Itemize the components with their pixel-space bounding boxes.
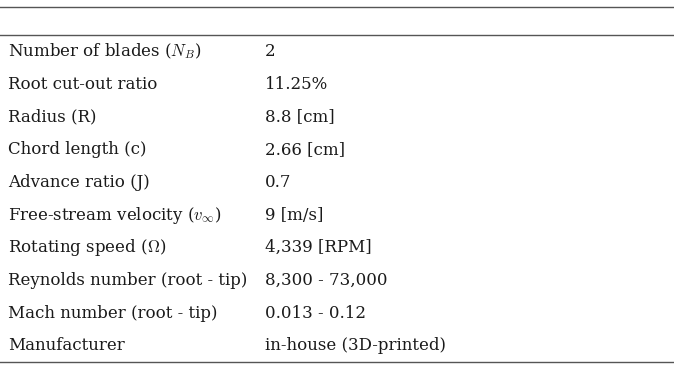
Text: 8.8 [cm]: 8.8 [cm] <box>265 108 334 125</box>
Text: 11.25%: 11.25% <box>265 76 328 93</box>
Text: 9 [m/s]: 9 [m/s] <box>265 207 324 224</box>
Text: 0.013 - 0.12: 0.013 - 0.12 <box>265 305 366 322</box>
Text: Free-stream velocity ($v_{\infty}$): Free-stream velocity ($v_{\infty}$) <box>8 204 222 225</box>
Text: Radius (R): Radius (R) <box>8 108 96 125</box>
Text: 2.66 [cm]: 2.66 [cm] <box>265 141 345 158</box>
Text: Chord length (c): Chord length (c) <box>8 141 146 158</box>
Text: in-house (3D-printed): in-house (3D-printed) <box>265 338 446 355</box>
Text: Number of blades ($N_B$): Number of blades ($N_B$) <box>8 42 202 61</box>
Text: Mach number (root - tip): Mach number (root - tip) <box>8 305 218 322</box>
Text: 4,339 [RPM]: 4,339 [RPM] <box>265 239 371 256</box>
Text: Advance ratio (J): Advance ratio (J) <box>8 174 150 191</box>
Text: Rotating speed ($\Omega$): Rotating speed ($\Omega$) <box>8 237 166 258</box>
Text: Manufacturer: Manufacturer <box>8 338 125 355</box>
Text: Reynolds number (root - tip): Reynolds number (root - tip) <box>8 272 247 289</box>
Text: 8,300 - 73,000: 8,300 - 73,000 <box>265 272 388 289</box>
Text: 0.7: 0.7 <box>265 174 291 191</box>
Text: Root cut-out ratio: Root cut-out ratio <box>8 76 158 93</box>
Text: 2: 2 <box>265 43 276 60</box>
